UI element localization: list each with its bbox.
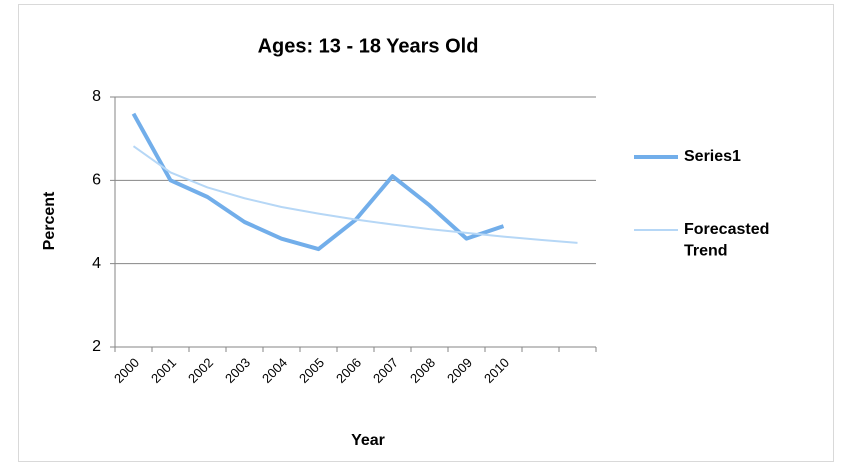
legend-label: Forecasted Trend [684,221,774,260]
chart-border [18,4,834,462]
y-axis-label: Percent [41,191,58,250]
series-line [131,112,505,252]
series-line [132,145,578,244]
legend-label: Series1 [684,148,741,165]
x-axis-label: Year [351,432,385,449]
y-tick-label: 2 [92,338,101,355]
y-tick-label: 6 [92,172,101,189]
y-tick-label: 8 [92,88,101,105]
chart-title: Ages: 13 - 18 Years Old [258,35,479,57]
y-tick-label: 4 [92,255,101,272]
